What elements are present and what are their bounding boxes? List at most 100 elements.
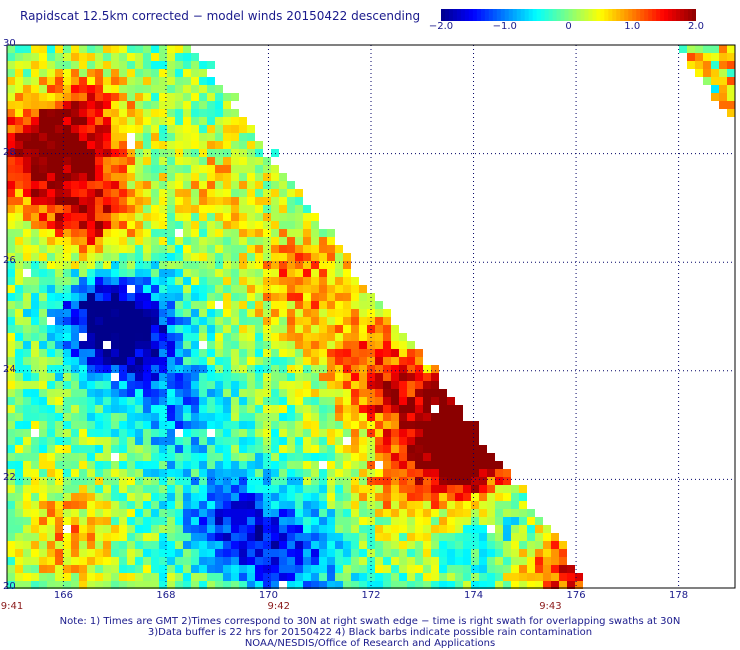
wind-diff-cell [119, 469, 127, 477]
wind-diff-cell [119, 581, 127, 589]
wind-diff-cell [223, 509, 231, 517]
wind-diff-cell [511, 525, 519, 533]
wind-diff-cell [143, 381, 151, 389]
wind-diff-cell [199, 461, 207, 469]
wind-diff-cell [287, 437, 295, 445]
wind-diff-cell [47, 85, 55, 93]
wind-diff-cell [383, 325, 391, 333]
wind-diff-cell [87, 525, 95, 533]
wind-diff-cell [215, 141, 223, 149]
wind-diff-cell [95, 317, 103, 325]
wind-diff-cell [47, 549, 55, 557]
wind-diff-cell [111, 525, 119, 533]
wind-diff-cell [135, 45, 143, 53]
wind-diff-cell [111, 149, 119, 157]
wind-diff-cell [327, 389, 335, 397]
wind-diff-cell [119, 349, 127, 357]
wind-diff-cell [87, 317, 95, 325]
wind-diff-cell [439, 477, 447, 485]
wind-diff-cell [87, 181, 95, 189]
wind-diff-cell [111, 213, 119, 221]
wind-diff-cell [151, 309, 159, 317]
wind-diff-cell [231, 541, 239, 549]
wind-diff-cell [223, 253, 231, 261]
wind-diff-cell [567, 581, 575, 589]
wind-diff-cell [167, 533, 175, 541]
wind-diff-cell [63, 373, 71, 381]
wind-diff-cell [415, 357, 423, 365]
wind-diff-cell [95, 533, 103, 541]
wind-diff-cell [167, 269, 175, 277]
wind-diff-cell [527, 541, 535, 549]
wind-diff-cell [23, 517, 31, 525]
wind-diff-cell [159, 549, 167, 557]
wind-diff-cell [223, 269, 231, 277]
wind-diff-cell [175, 189, 183, 197]
wind-diff-cell [463, 557, 471, 565]
wind-diff-cell [343, 565, 351, 573]
wind-diff-cell [119, 533, 127, 541]
wind-diff-cell [95, 173, 103, 181]
wind-diff-cell [527, 565, 535, 573]
wind-diff-cell [295, 245, 303, 253]
wind-diff-cell [439, 565, 447, 573]
wind-diff-cell [247, 469, 255, 477]
wind-diff-cell [375, 381, 383, 389]
wind-diff-cell [143, 541, 151, 549]
wind-diff-cell [383, 493, 391, 501]
wind-diff-cell [159, 493, 167, 501]
wind-diff-cell [359, 349, 367, 357]
wind-diff-cell [151, 549, 159, 557]
wind-diff-cell [159, 85, 167, 93]
wind-diff-cell [279, 173, 287, 181]
wind-diff-cell [199, 285, 207, 293]
wind-diff-cell [87, 245, 95, 253]
wind-diff-cell [79, 77, 87, 85]
wind-diff-cell [255, 197, 263, 205]
wind-diff-cell [15, 533, 23, 541]
wind-diff-cell [383, 485, 391, 493]
wind-diff-cell [55, 245, 63, 253]
wind-diff-cell [135, 213, 143, 221]
wind-diff-cell [183, 229, 191, 237]
wind-diff-cell [335, 381, 343, 389]
wind-diff-cell [7, 333, 15, 341]
wind-diff-cell [247, 133, 255, 141]
wind-diff-cell [255, 549, 263, 557]
wind-diff-cell [111, 245, 119, 253]
wind-diff-cell [455, 413, 463, 421]
wind-diff-cell [535, 557, 543, 565]
wind-diff-cell [127, 541, 135, 549]
wind-diff-cell [167, 325, 175, 333]
wind-diff-cell [191, 253, 199, 261]
wind-diff-cell [71, 541, 79, 549]
wind-diff-cell [87, 333, 95, 341]
wind-diff-cell [247, 253, 255, 261]
wind-diff-cell [335, 253, 343, 261]
wind-diff-cell [207, 293, 215, 301]
wind-diff-cell [55, 477, 63, 485]
wind-diff-cell [103, 253, 111, 261]
wind-diff-cell [335, 269, 343, 277]
wind-diff-cell [239, 469, 247, 477]
wind-diff-cell [263, 269, 271, 277]
wind-diff-cell [191, 413, 199, 421]
wind-diff-cell [327, 573, 335, 581]
colorbar-segment [472, 9, 478, 21]
colorbar-segment [560, 9, 566, 21]
wind-diff-cell [119, 557, 127, 565]
wind-diff-cell [15, 77, 23, 85]
wind-diff-cell [151, 261, 159, 269]
wind-diff-cell [287, 365, 295, 373]
wind-diff-cell [135, 293, 143, 301]
wind-diff-cell [239, 213, 247, 221]
wind-diff-cell [335, 405, 343, 413]
wind-diff-cell [31, 317, 39, 325]
wind-diff-cell [423, 453, 431, 461]
wind-diff-cell [327, 453, 335, 461]
wind-diff-cell [23, 445, 31, 453]
wind-diff-cell [183, 261, 191, 269]
wind-diff-cell [183, 165, 191, 173]
wind-diff-cell [431, 445, 439, 453]
wind-diff-cell [47, 269, 55, 277]
